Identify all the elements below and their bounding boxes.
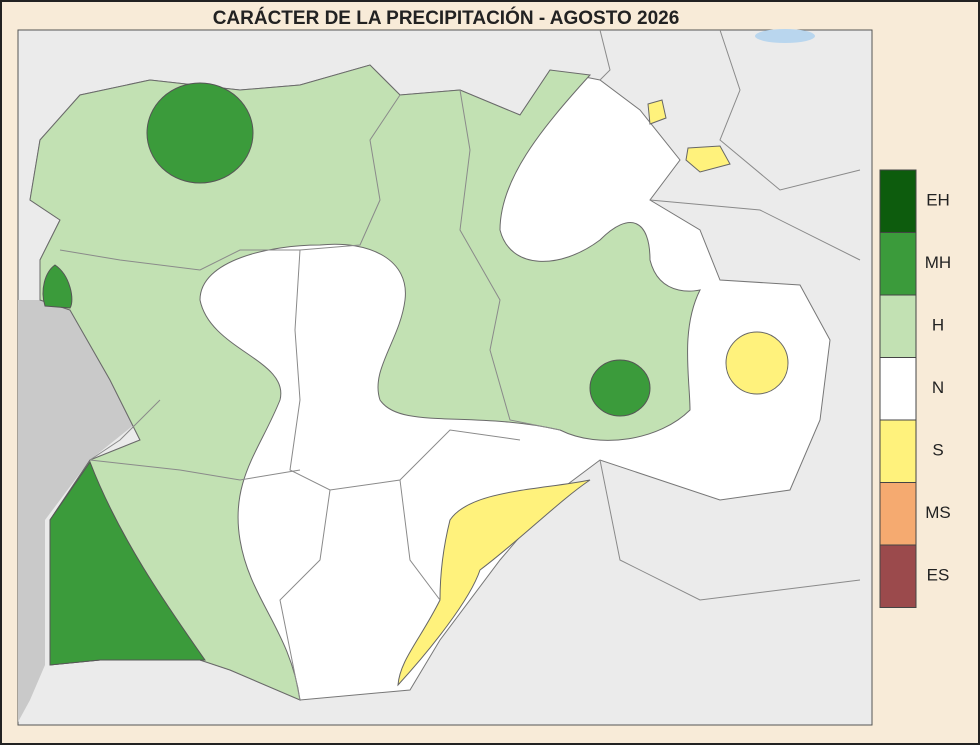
legend-swatch xyxy=(879,169,917,233)
area-very-humid xyxy=(42,264,73,309)
province-borders xyxy=(59,29,861,701)
legend-label: S xyxy=(932,441,943,460)
area-very-humid xyxy=(589,359,651,417)
sea xyxy=(755,29,815,43)
legend-swatch xyxy=(879,232,917,296)
area-dry xyxy=(647,99,667,125)
area-very-humid xyxy=(146,82,254,184)
legend-swatch xyxy=(879,544,917,608)
legend-label: N xyxy=(932,378,944,397)
legend-swatch xyxy=(879,294,917,358)
legend-label: MS xyxy=(925,503,951,522)
legend: EH MH H N S MS ES xyxy=(879,169,951,608)
legend-swatch xyxy=(879,419,917,483)
area-dry xyxy=(685,145,731,173)
map-title: CARÁCTER DE LA PRECIPITACIÓN - AGOSTO 20… xyxy=(213,7,680,29)
area-very-humid xyxy=(49,460,206,666)
map-area xyxy=(17,29,873,726)
legend-swatch xyxy=(879,482,917,546)
legend-label: ES xyxy=(927,566,950,585)
area-dry xyxy=(725,331,789,395)
area-humid xyxy=(29,64,701,701)
legend-swatch xyxy=(879,357,917,421)
legend-label: MH xyxy=(925,253,951,272)
legend-label: EH xyxy=(926,191,950,210)
legend-label: H xyxy=(932,316,944,335)
area-dry xyxy=(397,479,591,687)
